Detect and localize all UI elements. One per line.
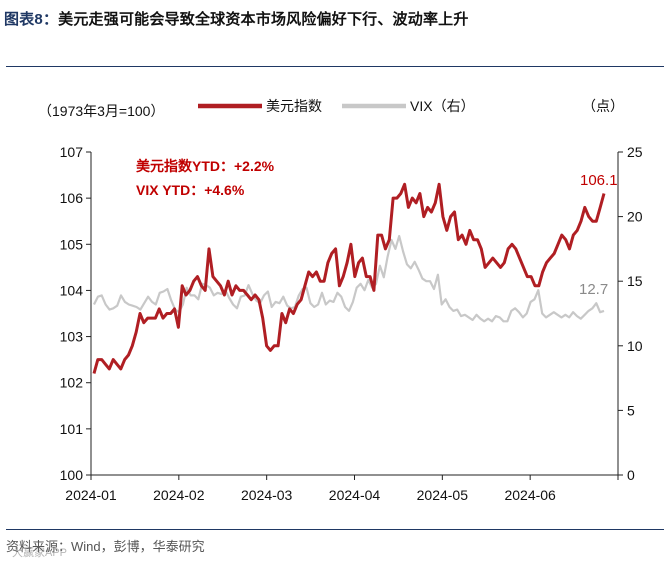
right-tick-label: 20 (627, 209, 643, 225)
dxy-series-line (92, 182, 606, 374)
end-label-vix: 12.7 (579, 281, 608, 298)
end-label-dxy: 106.1 (580, 172, 618, 189)
right-tick-label: 0 (627, 467, 635, 483)
x-tick-label: 2024-01 (65, 487, 117, 503)
right-tick-label: 5 (627, 402, 635, 418)
left-tick-label: 103 (60, 329, 84, 345)
left-tick-label: 107 (60, 144, 84, 160)
x-tick-label: 2024-06 (504, 487, 556, 503)
x-tick-label: 2024-02 (153, 487, 205, 503)
annotation-vix-ytd: VIX YTD：+4.6% (136, 182, 245, 198)
left-tick-label: 101 (60, 421, 84, 437)
dxy-vix-line-chart: （1973年3月=100） 美元指数 VIX（右） （点） 1001011021… (38, 98, 643, 503)
left-tick-label: 104 (60, 282, 84, 298)
source-note: 资料来源：Wind，彭博，华泰研究 (6, 539, 205, 554)
legend-label-dxy: 美元指数 (266, 98, 322, 114)
annotation-dxy-ytd: 美元指数YTD：+2.2% (136, 158, 275, 174)
left-axis-note: （1973年3月=100） (38, 103, 164, 119)
left-tick-label: 100 (60, 467, 84, 483)
right-tick-label: 10 (627, 338, 643, 354)
x-tick-label: 2024-04 (329, 487, 381, 503)
right-axis-note: （点） (582, 98, 624, 114)
page-title: 图表8：美元走强可能会导致全球资本市场风险偏好下行、波动率上升 (4, 8, 469, 29)
right-tick-label: 15 (627, 273, 643, 289)
bottom-divider (6, 529, 664, 530)
x-tick-label: 2024-05 (417, 487, 469, 503)
watermark-logo: 大赢家APP (12, 547, 68, 559)
legend-label-vix: VIX（右） (410, 98, 475, 114)
left-tick-label: 106 (60, 190, 84, 206)
left-tick-label: 105 (60, 236, 84, 252)
figure-label: 图表8： (4, 11, 59, 28)
top-divider (6, 66, 664, 67)
left-tick-label: 102 (60, 375, 84, 391)
figure-title: 美元走强可能会导致全球资本市场风险偏好下行、波动率上升 (58, 11, 469, 28)
x-tick-label: 2024-03 (241, 487, 293, 503)
right-tick-label: 25 (627, 144, 643, 160)
